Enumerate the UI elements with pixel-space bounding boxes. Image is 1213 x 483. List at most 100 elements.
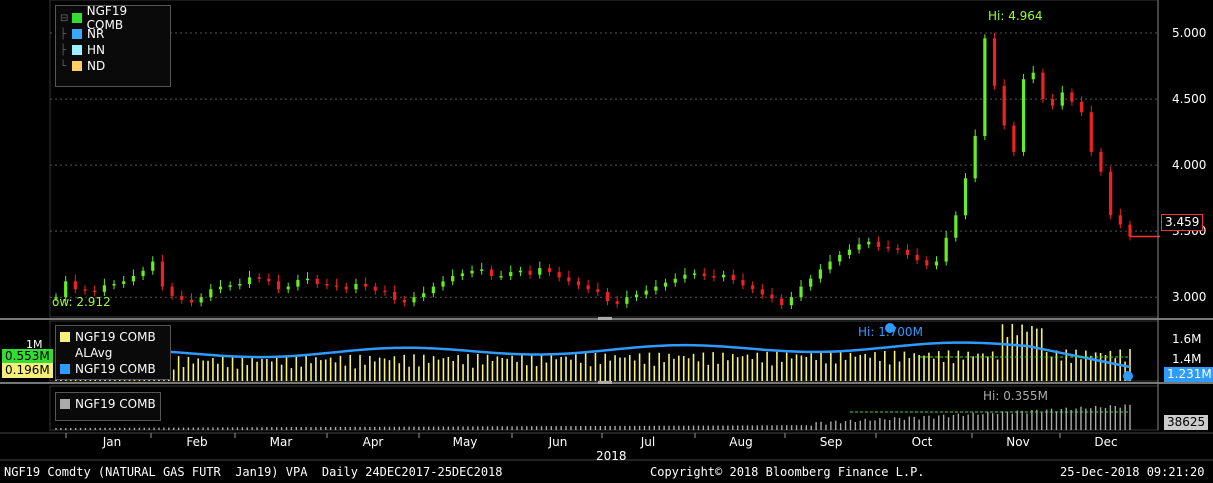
candle-body bbox=[625, 297, 629, 304]
x-tick-label: Jul bbox=[640, 435, 655, 449]
candle-body bbox=[412, 297, 416, 303]
legend-item-avg-line[interactable]: NGF19 COMB bbox=[56, 361, 170, 377]
legend-item-volume[interactable]: NGF19 COMB bbox=[56, 329, 170, 345]
candle-body bbox=[867, 241, 871, 245]
x-tick-label: Jan bbox=[102, 435, 122, 449]
volume-last-marker bbox=[1123, 371, 1133, 381]
x-tick-label: Oct bbox=[912, 435, 933, 449]
candle-body bbox=[1021, 79, 1026, 152]
candle-body bbox=[838, 254, 842, 262]
candle-body bbox=[663, 282, 668, 287]
candle-body bbox=[93, 290, 97, 293]
candle-body bbox=[963, 178, 968, 216]
legend-swatch bbox=[60, 332, 70, 342]
x-tick-label: Feb bbox=[186, 435, 207, 449]
candle-body bbox=[228, 285, 232, 287]
candle-body bbox=[460, 273, 464, 277]
candle-body bbox=[634, 294, 639, 298]
legend-item-nd[interactable]: └ ND bbox=[56, 58, 170, 74]
candle-body bbox=[973, 136, 977, 179]
candle-body bbox=[489, 269, 494, 277]
candle-body bbox=[180, 295, 184, 300]
candle-body bbox=[54, 297, 58, 299]
legend-swatch bbox=[71, 13, 82, 23]
tree-toggle-icon[interactable]: ⊟ bbox=[60, 12, 69, 24]
legend-item-hn[interactable]: ├ HN bbox=[56, 42, 170, 58]
volume-high-marker bbox=[885, 323, 895, 333]
candle-body bbox=[934, 261, 939, 266]
candle-body bbox=[364, 283, 368, 287]
candle-body bbox=[654, 286, 658, 291]
legend-item-avg[interactable]: ALAvg bbox=[56, 345, 170, 361]
candle-body bbox=[857, 244, 861, 250]
candle-body bbox=[189, 299, 194, 303]
y-tick-label: 5.000 bbox=[1172, 26, 1206, 40]
candle-body bbox=[218, 286, 223, 290]
candle-body bbox=[809, 278, 813, 287]
legend-label: NGF19 COMB bbox=[75, 362, 156, 376]
candle-body bbox=[267, 278, 271, 282]
candle-body bbox=[276, 281, 281, 290]
candle-body bbox=[712, 276, 716, 278]
candle-body bbox=[799, 286, 803, 298]
x-tick-label: Jun bbox=[548, 435, 568, 449]
candle-body bbox=[557, 272, 561, 278]
candle-body bbox=[605, 291, 610, 302]
candle-body bbox=[925, 260, 929, 266]
candle-body bbox=[528, 270, 532, 275]
footer-copyright: Copyright© 2018 Bloomberg Finance L.P. bbox=[650, 465, 925, 479]
candle-body bbox=[170, 286, 174, 296]
candle-body bbox=[83, 289, 87, 291]
candle-body bbox=[451, 276, 455, 282]
candle-body bbox=[393, 291, 397, 300]
legend-item-nr[interactable]: ├ NR bbox=[56, 26, 170, 42]
panel-resize-handle bbox=[598, 317, 612, 320]
candle-body bbox=[760, 289, 764, 295]
legend-label: ND bbox=[87, 59, 106, 73]
legend-label: NGF19 COMB bbox=[75, 330, 156, 344]
candle-body bbox=[102, 285, 106, 292]
candle-body bbox=[199, 297, 203, 303]
candle-body bbox=[238, 283, 242, 286]
candle-body bbox=[741, 280, 745, 286]
candle-body bbox=[122, 281, 126, 284]
x-tick-label: Mar bbox=[270, 435, 293, 449]
volume-legend: NGF19 COMB ALAvg NGF19 COMB bbox=[55, 325, 171, 380]
legend-label: NGF19 COMB bbox=[86, 4, 128, 32]
candle-body bbox=[644, 290, 648, 295]
legend-label: ALAvg bbox=[75, 346, 113, 360]
candle-body bbox=[1070, 92, 1074, 102]
candle-body bbox=[422, 293, 426, 298]
tree-branch-icon: ├ bbox=[60, 44, 67, 56]
candle-body bbox=[567, 277, 571, 282]
candle-body bbox=[992, 38, 997, 86]
candle-body bbox=[702, 273, 706, 277]
legend-swatch bbox=[60, 399, 70, 409]
candle-body bbox=[334, 285, 339, 287]
legend-label: NR bbox=[87, 27, 105, 41]
candle-body bbox=[886, 246, 890, 249]
candle-body bbox=[257, 277, 261, 279]
legend-item-oi[interactable]: NGF19 COMB bbox=[56, 396, 160, 412]
candle-body bbox=[673, 278, 677, 283]
tree-branch-icon: ├ bbox=[60, 28, 67, 40]
candle-body bbox=[402, 299, 406, 303]
x-axis-year-label: 2018 bbox=[596, 449, 627, 463]
tree-branch-icon: └ bbox=[60, 60, 67, 72]
volume-left-tag-1: 0.553M bbox=[2, 349, 53, 364]
candle-body bbox=[1012, 125, 1016, 152]
candle-body bbox=[141, 270, 145, 277]
volume-average-line bbox=[55, 341, 1131, 369]
legend-item-ngf19[interactable]: ⊟ NGF19 COMB bbox=[56, 4, 170, 32]
y-tick-label: 4.000 bbox=[1172, 158, 1206, 172]
candle-body bbox=[915, 254, 919, 261]
candle-body bbox=[789, 297, 793, 306]
legend-swatch bbox=[60, 364, 70, 374]
candle-body bbox=[1109, 171, 1113, 216]
candle-body bbox=[683, 274, 687, 279]
candle-body bbox=[828, 261, 832, 270]
legend-label: HN bbox=[87, 43, 105, 57]
price-legend: ⊟ NGF19 COMB ├ NR ├ HN └ ND bbox=[55, 4, 171, 87]
candle-body bbox=[344, 286, 348, 290]
